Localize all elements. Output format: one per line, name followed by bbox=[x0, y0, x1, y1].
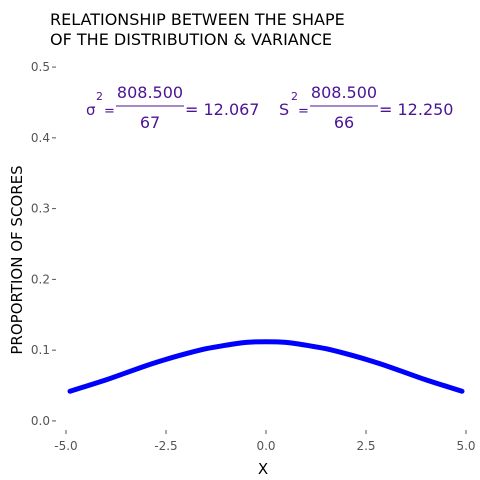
y-tick-label: 0.5 bbox=[31, 60, 50, 74]
x-tick-label: 5.0 bbox=[456, 439, 475, 453]
y-tick-label: 0.2 bbox=[31, 272, 50, 286]
chart-title-line-1: RELATIONSHIP BETWEEN THE SHAPE bbox=[50, 10, 345, 29]
sigma-denominator: 67 bbox=[140, 113, 160, 132]
s-equals: = bbox=[298, 104, 309, 119]
sigma-numerator: 808.500 bbox=[117, 83, 183, 102]
s-result: = 12.250 bbox=[379, 100, 453, 119]
y-axis-title: PROPORTION OF SCORES bbox=[8, 165, 26, 354]
x-tick-label: -2.5 bbox=[154, 439, 177, 453]
y-tick-label: 0.4 bbox=[31, 131, 50, 145]
sigma-equals: = bbox=[104, 104, 115, 119]
population-variance-formula: σ 2 = 808.500 67 = 12.067 bbox=[86, 83, 259, 132]
chart-title-line-2: OF THE DISTRIBUTION & VARIANCE bbox=[50, 30, 332, 49]
sigma-symbol: σ bbox=[86, 101, 96, 119]
y-axis-ticks: 0.0 0.1 0.2 0.3 0.4 0.5 bbox=[31, 60, 56, 428]
x-axis-ticks: -5.0 -2.5 0.0 2.5 5.0 bbox=[54, 430, 476, 453]
sample-variance-formula: S 2 = 808.500 66 = 12.250 bbox=[279, 83, 453, 132]
y-tick-label: 0.1 bbox=[31, 343, 50, 357]
s-symbol: S bbox=[279, 100, 289, 119]
x-tick-label: -5.0 bbox=[54, 439, 77, 453]
x-tick-label: 0.0 bbox=[256, 439, 275, 453]
s-exponent: 2 bbox=[291, 90, 298, 103]
y-tick-label: 0.3 bbox=[31, 202, 50, 216]
y-tick-label: 0.0 bbox=[31, 414, 50, 428]
s-numerator: 808.500 bbox=[311, 83, 377, 102]
s-denominator: 66 bbox=[334, 113, 354, 132]
sigma-result: = 12.067 bbox=[185, 100, 259, 119]
x-tick-label: 2.5 bbox=[356, 439, 375, 453]
series-line bbox=[67, 339, 465, 394]
x-axis-title: X bbox=[258, 460, 268, 478]
sigma-exponent: 2 bbox=[96, 90, 103, 103]
